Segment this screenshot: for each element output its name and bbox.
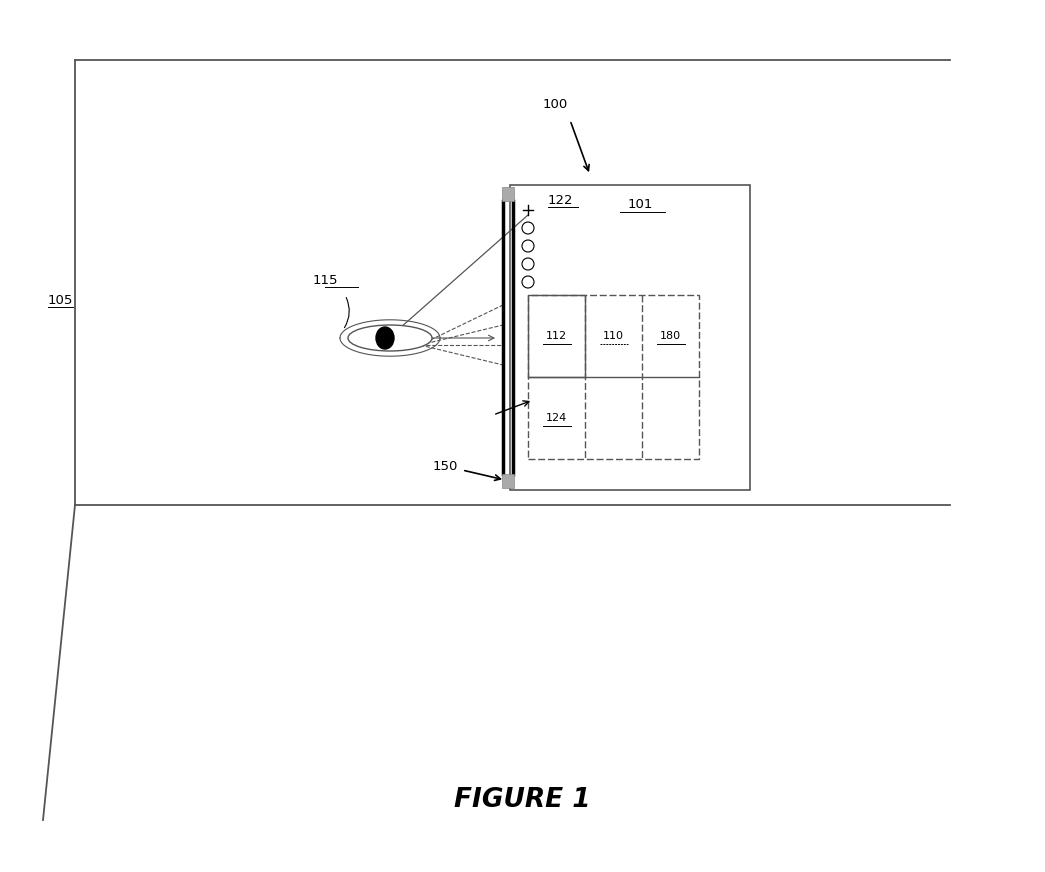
Text: 110: 110 <box>603 331 624 341</box>
Text: FIGURE 1: FIGURE 1 <box>454 787 590 813</box>
Bar <box>510 185 750 490</box>
Bar <box>502 474 514 488</box>
Text: 122: 122 <box>548 194 574 207</box>
Text: 105: 105 <box>48 294 73 306</box>
Bar <box>528 295 699 459</box>
Bar <box>502 187 514 201</box>
Text: 150: 150 <box>433 460 458 473</box>
Ellipse shape <box>348 325 432 351</box>
Bar <box>528 295 585 377</box>
Text: 100: 100 <box>542 99 567 112</box>
Ellipse shape <box>376 327 394 349</box>
Text: 180: 180 <box>660 331 681 341</box>
Text: 101: 101 <box>627 199 653 212</box>
Text: 124: 124 <box>545 413 567 423</box>
Text: 115: 115 <box>312 274 338 287</box>
Text: 112: 112 <box>545 331 567 341</box>
